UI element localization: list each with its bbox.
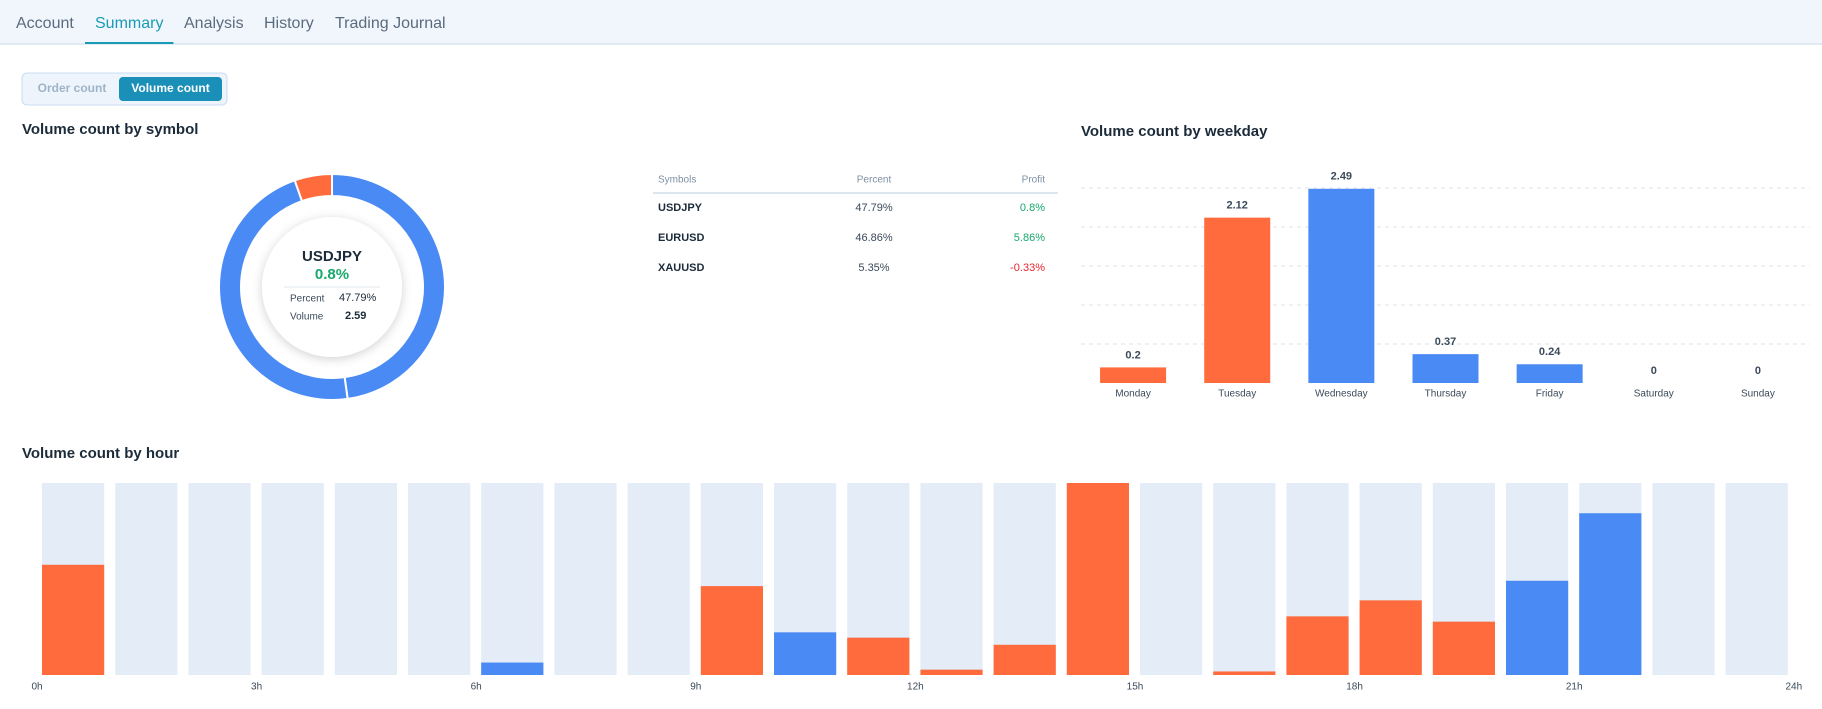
x-tick-label: Friday [1536, 389, 1564, 400]
bar [1213, 671, 1276, 675]
bar [1066, 483, 1129, 675]
bar [1308, 188, 1375, 383]
tab[interactable]: Summary [95, 15, 163, 32]
x-tick-label: 18h [1346, 682, 1363, 693]
bar-track [334, 483, 397, 675]
toggle-option[interactable]: Order count [38, 81, 107, 95]
bar [700, 586, 763, 675]
value-label: 2.49 [1331, 171, 1352, 183]
table-header: Profit [1022, 175, 1046, 186]
section-title: Volume count by weekday [1081, 123, 1268, 140]
tab[interactable]: Analysis [184, 15, 244, 32]
x-tick-label: 0h [31, 682, 42, 693]
x-tick-label: Sunday [1741, 389, 1775, 400]
x-tick-label: Thursday [1425, 389, 1467, 400]
value-label: 0 [1755, 365, 1761, 377]
x-tick-label: 15h [1127, 682, 1144, 693]
bar-track [920, 483, 983, 675]
bar-track [627, 483, 690, 675]
x-tick-label: 12h [907, 682, 924, 693]
x-tick-label: Monday [1115, 389, 1151, 400]
x-tick-label: Saturday [1634, 389, 1674, 400]
table-header: Percent [857, 175, 892, 186]
bar [1516, 364, 1583, 383]
bar [1506, 580, 1569, 675]
bar [847, 637, 910, 675]
bar-track [261, 483, 324, 675]
table-symbol: USDJPY [658, 202, 703, 214]
center-profit: 0.8% [315, 266, 349, 283]
x-tick-label: Wednesday [1315, 389, 1368, 400]
bar-track [1652, 483, 1715, 675]
bar [1412, 354, 1479, 383]
bar-track [993, 483, 1056, 675]
toggle-option[interactable]: Volume count [131, 81, 209, 95]
x-tick-label: Tuesday [1218, 389, 1256, 400]
table-symbol: EURUSD [658, 232, 705, 244]
tab[interactable]: Trading Journal [335, 15, 446, 32]
table-profit: 0.8% [1020, 202, 1045, 214]
bar [920, 669, 983, 675]
bar [993, 644, 1056, 675]
donut-slice [293, 172, 333, 203]
tab[interactable]: History [264, 15, 314, 32]
center-volume: 2.59 [345, 310, 366, 322]
bar [1579, 513, 1642, 675]
bar [774, 632, 837, 675]
value-label: 0 [1651, 365, 1657, 377]
toggle-active [119, 77, 222, 101]
x-tick-label: 3h [251, 682, 262, 693]
x-tick-label: 24h [1785, 682, 1802, 693]
bar-track [1725, 483, 1788, 675]
bar [1359, 600, 1422, 675]
bar [1204, 217, 1271, 383]
bar [481, 662, 544, 675]
value-label: 2.12 [1227, 200, 1248, 212]
x-tick-label: 6h [471, 682, 482, 693]
bar-track [408, 483, 471, 675]
table-profit: 5.86% [1014, 232, 1045, 244]
value-label: 0.24 [1539, 346, 1561, 358]
bar [1100, 367, 1167, 383]
bar-track [1213, 483, 1276, 675]
tab-bar [0, 0, 1822, 44]
bar-track [481, 483, 544, 675]
bar [1286, 616, 1349, 675]
bar-track [554, 483, 617, 675]
table-profit: -0.33% [1010, 262, 1045, 274]
center-percent-label: Percent [290, 294, 325, 305]
table-header: Symbols [658, 175, 696, 186]
bar [42, 564, 105, 675]
table-percent: 5.35% [858, 262, 889, 274]
bar [1432, 621, 1495, 675]
value-label: 0.2 [1125, 349, 1140, 361]
table-percent: 46.86% [855, 232, 893, 244]
bar-track [1140, 483, 1203, 675]
bar-track [115, 483, 178, 675]
center-percent: 47.79% [339, 292, 377, 304]
bar-track [188, 483, 251, 675]
x-tick-label: 21h [1566, 682, 1583, 693]
table-symbol: XAUUSD [658, 262, 705, 274]
section-title: Volume count by symbol [22, 121, 198, 138]
section-title: Volume count by hour [22, 445, 179, 462]
center-volume-label: Volume [290, 312, 324, 323]
value-label: 0.37 [1435, 336, 1456, 348]
table-percent: 47.79% [855, 202, 893, 214]
tab[interactable]: Account [16, 15, 74, 32]
x-tick-label: 9h [690, 682, 701, 693]
center-symbol: USDJPY [302, 248, 362, 265]
